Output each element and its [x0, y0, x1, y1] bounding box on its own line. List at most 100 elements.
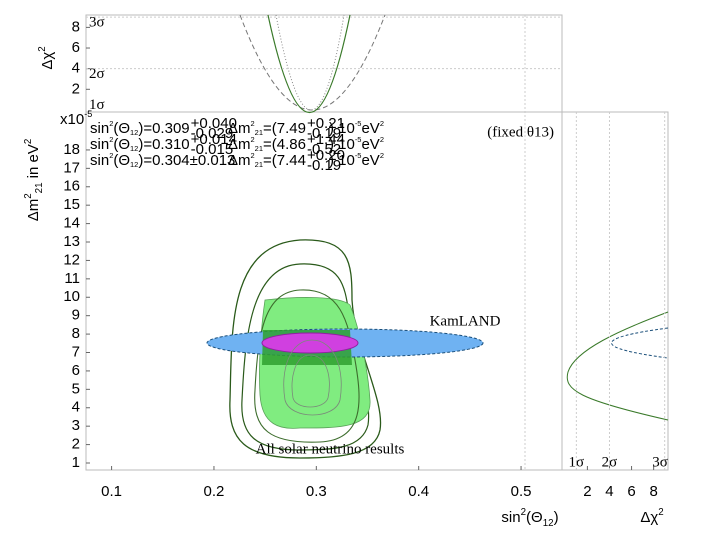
profile-combined — [275, 14, 345, 111]
legend-unit: ) 10-5eV2 — [329, 151, 384, 169]
top-panel — [85, 14, 563, 113]
y-axis-label-part: 2 — [37, 46, 48, 51]
x-axis-label-part: 2 — [658, 507, 663, 518]
legend-unit: ) 10-5eV2 — [329, 119, 384, 137]
legend-dm2-part: 21 — [255, 128, 263, 137]
profile-kamland — [239, 14, 386, 111]
y-tick-label: 4 — [72, 399, 80, 416]
legend-error: +0.20 — [307, 147, 345, 164]
right-panel — [561, 111, 669, 471]
x-axis-label-part: (Θ — [526, 509, 543, 526]
legend-unit-part: ) 10 — [329, 120, 355, 137]
x-tick-label: 0.4 — [408, 483, 429, 500]
y-axis-label-part: Δm — [25, 199, 42, 222]
legend-sin2-part: )= — [138, 120, 152, 137]
x-tick-label: 0.2 — [204, 483, 225, 500]
combined-region — [261, 332, 359, 354]
y-tick-label: 15 — [63, 196, 80, 213]
y-tick-label: 4 — [72, 60, 80, 77]
x-tick-label: 0.3 — [306, 483, 327, 500]
legend-value: 0.304±0.013 — [152, 152, 235, 169]
legend-sin2-part: (Θ — [113, 120, 130, 137]
profile-solar — [267, 14, 351, 114]
annotation: (fixed θ13) — [487, 124, 554, 140]
legend-value: 0.310 — [152, 136, 190, 153]
legend-unit-part: -5 — [355, 135, 362, 144]
y-tick-label: 6 — [72, 362, 80, 379]
y-tick-label: 9 — [72, 307, 80, 324]
annotation: All solar neutrino results — [256, 441, 405, 457]
legend-unit-part: eV — [361, 152, 379, 169]
y-axis-label-part: 21 — [34, 182, 45, 193]
legend-unit-part: ) 10 — [329, 136, 355, 153]
legend-sin2: sin2(Θ12)=0.304±0.013 — [90, 151, 235, 169]
x-tick-label: 2 — [583, 483, 591, 500]
legend-value: 7.44 — [277, 152, 306, 169]
legend-error: +0.014 — [191, 131, 237, 148]
y-axis-label-part: 2 — [23, 139, 34, 144]
y-tick-label: 14 — [63, 215, 80, 232]
legend-unit-part: 2 — [380, 119, 384, 128]
x-tick-label: 8 — [649, 483, 657, 500]
inner-contour — [291, 354, 330, 408]
legend-dm2: Δm221=(7.44 — [228, 151, 306, 169]
y-tick-label: 3 — [72, 417, 80, 434]
y-tick-label: 2 — [72, 80, 80, 97]
legend-value: 4.86 — [277, 136, 306, 153]
legend-dm2-part: =( — [263, 120, 277, 137]
legend-sin2: sin2(Θ12)=0.310 — [90, 135, 190, 153]
legend-unit: ) 10-5eV2 — [329, 135, 384, 153]
legend-dm2: Δm221=(7.49 — [228, 119, 306, 137]
y-axis-label-part: Δχ — [39, 52, 56, 70]
legend-unit-part: ) 10 — [329, 152, 355, 169]
inner-contour — [283, 339, 342, 416]
legend-sin2-part: 2 — [109, 151, 113, 160]
y-tick-label: 1 — [72, 454, 80, 471]
legend-dm2-part: =( — [263, 136, 277, 153]
x-axis-label: Δχ2 — [640, 507, 663, 526]
legend-dm2-part: Δm — [228, 120, 251, 137]
legend-sin2-part: 2 — [109, 119, 113, 128]
y-tick-label: 17 — [63, 159, 80, 176]
legend-dm2-part: Δm — [228, 152, 251, 169]
y-tick-label: 16 — [63, 178, 80, 195]
y-multiplier-part: -5 — [84, 109, 92, 119]
y-axis-label: Δm221 in eV2 — [23, 139, 45, 222]
legend-sin2-part: (Θ — [113, 152, 130, 169]
legend-error: +1.44 — [307, 131, 345, 148]
legend-sin2: sin2(Θ12)=0.309 — [90, 119, 190, 137]
y-tick-label: 6 — [72, 39, 80, 56]
legend-error: -0.015 — [191, 141, 234, 158]
y-tick-label: 10 — [63, 288, 80, 305]
x-tick-label: 0.5 — [511, 483, 532, 500]
legend-dm2: Δm221=(4.86 — [228, 135, 306, 153]
legend-error: -0.19 — [307, 157, 341, 174]
legend-dm2-part: 2 — [251, 119, 255, 128]
legend-error: -0.029 — [191, 125, 234, 142]
x-axis-label-part: 2 — [521, 507, 526, 518]
legend-error: -0.52 — [307, 141, 341, 158]
y-tick-label: 7 — [72, 343, 80, 360]
y-tick-label: 12 — [63, 251, 80, 268]
legend-error: -0.19 — [307, 125, 341, 142]
profile-kamland — [611, 327, 669, 359]
legend-sin2-part: )= — [138, 136, 152, 153]
legend-unit-part: -5 — [355, 151, 362, 160]
legend-sin2-part: (Θ — [113, 136, 130, 153]
sigma-label: 3σ — [89, 15, 105, 31]
legend-sin2-part: sin — [90, 120, 109, 137]
y-multiplier-part: x10 — [60, 111, 84, 128]
y-axis-label-part: in eV — [25, 144, 42, 182]
legend-unit-part: 2 — [380, 151, 384, 160]
legend-unit-part: -5 — [355, 119, 362, 128]
y-tick-label: 11 — [64, 270, 80, 287]
y-axis-label-part: 2 — [23, 193, 34, 198]
legend-dm2-part: 2 — [251, 135, 255, 144]
x-axis-label: sin2(Θ12) — [501, 507, 558, 529]
annotation: KamLAND — [430, 313, 501, 329]
x-tick-label: 0.1 — [101, 483, 122, 500]
legend-error: +0.21 — [307, 115, 345, 132]
legend-sin2-part: sin — [90, 152, 109, 169]
